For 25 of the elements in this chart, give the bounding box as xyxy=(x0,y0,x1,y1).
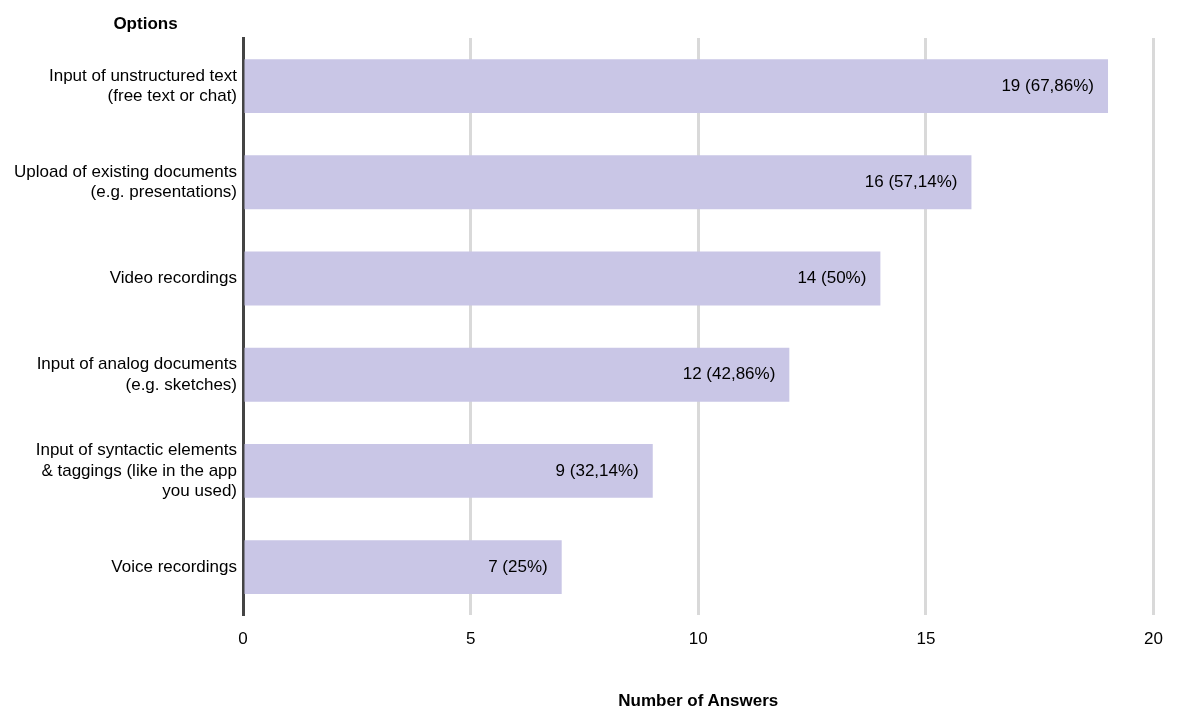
data-label: 19 (67,86%) xyxy=(1001,75,1095,95)
data-label: 7 (25%) xyxy=(488,556,548,576)
bar xyxy=(244,155,972,210)
y-tick-label: Input of syntactic elements & taggings (like in the app you used) xyxy=(35,440,238,500)
data-label: 12 (42,86%) xyxy=(682,364,776,384)
data-label: 9 (32,14%) xyxy=(555,460,639,480)
bar xyxy=(244,59,1109,114)
x-tick-label: 0 xyxy=(238,629,248,649)
y-tick-label: Upload of existing documents (e.g. presentations) xyxy=(13,161,238,202)
data-label: 16 (57,14%) xyxy=(864,171,958,191)
x-tick-label: 20 xyxy=(1144,629,1164,649)
bar xyxy=(244,251,881,306)
x-tick-label: 5 xyxy=(465,629,476,649)
bar xyxy=(244,347,790,402)
bar xyxy=(244,443,653,498)
x-axis-title: Number of Answers xyxy=(618,691,779,711)
y-tick-label: Video recordings xyxy=(109,268,238,288)
y-tick-label: Input of analog documents (e.g. sketches) xyxy=(36,354,238,394)
y-axis-title: Options xyxy=(113,13,178,33)
y-tick-label: Voice recordings xyxy=(111,556,238,576)
bar xyxy=(244,540,562,595)
x-tick-label: 15 xyxy=(916,629,936,649)
x-tick-label: 10 xyxy=(688,629,708,649)
data-label: 14 (50%) xyxy=(797,268,867,288)
y-tick-label: Input of unstructured text (free text or chat) xyxy=(48,65,238,105)
